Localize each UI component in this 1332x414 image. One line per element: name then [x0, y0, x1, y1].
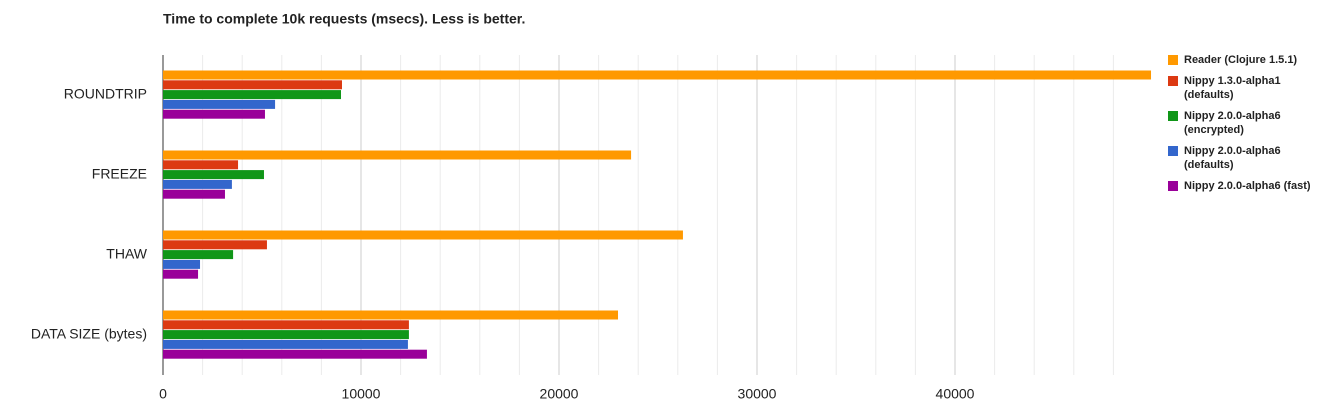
legend-swatch — [1168, 55, 1178, 65]
bar — [163, 189, 225, 199]
bar — [163, 339, 408, 349]
legend-swatch — [1168, 181, 1178, 191]
legend-label: Nippy 2.0.0-alpha6 (fast) — [1184, 180, 1311, 192]
bar — [163, 80, 342, 90]
y-tick-label: THAW — [106, 246, 147, 262]
legend-entry: Nippy 1.3.0-alpha1 (defaults) — [1168, 74, 1318, 102]
legend-swatch — [1168, 111, 1178, 121]
legend-label: Nippy 2.0.0-alpha6 (encrypted) — [1184, 110, 1281, 136]
bar — [163, 330, 409, 340]
bar — [163, 99, 276, 109]
legend-label: Nippy 1.3.0-alpha1 (defaults) — [1184, 75, 1281, 101]
legend-swatch — [1168, 76, 1178, 86]
bar — [163, 310, 619, 320]
y-tick-label: ROUNDTRIP — [64, 86, 147, 102]
x-tick-label: 20000 — [540, 386, 579, 402]
legend: Reader (Clojure 1.5.1) Nippy 1.3.0-alpha1… — [1168, 53, 1318, 200]
y-tick-label: FREEZE — [92, 166, 147, 182]
y-tick-label: DATA SIZE (bytes) — [31, 326, 147, 342]
x-tick-label: 40000 — [936, 386, 975, 402]
legend-entry: Reader (Clojure 1.5.1) — [1168, 53, 1318, 67]
bar — [163, 349, 427, 359]
bar — [163, 70, 1152, 80]
legend-label: Nippy 2.0.0-alpha6 (defaults) — [1184, 145, 1281, 171]
bar — [163, 250, 234, 260]
bar — [163, 170, 264, 180]
legend-entry: Nippy 2.0.0-alpha6 (defaults) — [1168, 144, 1318, 172]
bar — [163, 109, 265, 119]
bar — [163, 230, 683, 240]
legend-label: Reader (Clojure 1.5.1) — [1184, 54, 1298, 66]
x-tick-label: 10000 — [342, 386, 381, 402]
bar — [163, 259, 201, 269]
bar — [163, 269, 199, 279]
legend-entry: Nippy 2.0.0-alpha6 (encrypted) — [1168, 109, 1318, 137]
bar — [163, 240, 267, 250]
bar — [163, 179, 232, 189]
x-tick-label: 0 — [159, 386, 167, 402]
legend-entry: Nippy 2.0.0-alpha6 (fast) — [1168, 179, 1318, 193]
bar — [163, 320, 409, 330]
x-tick-label: 30000 — [738, 386, 777, 402]
bar — [163, 160, 239, 170]
bar — [163, 150, 632, 160]
bar — [163, 90, 342, 100]
legend-swatch — [1168, 146, 1178, 156]
chart-title: Time to complete 10k requests (msecs). L… — [163, 11, 525, 27]
